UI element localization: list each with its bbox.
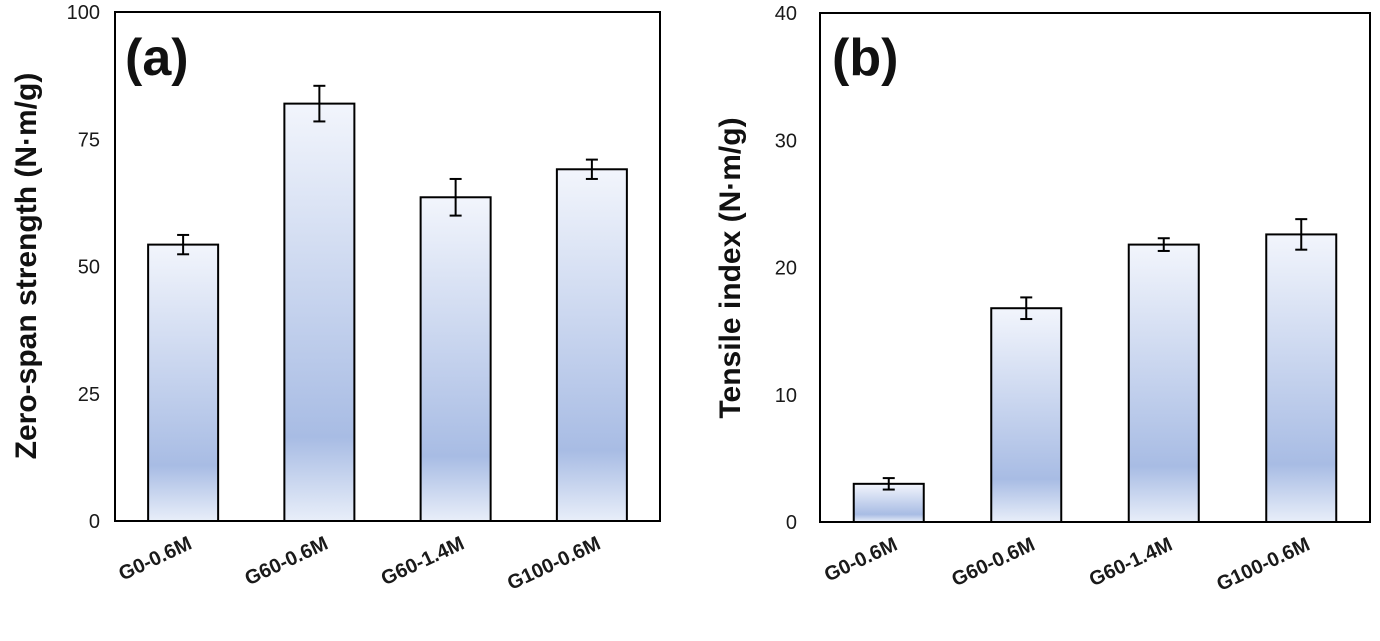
chart-a-x-tick-label: G60-1.4M [378,533,468,591]
chart-b-y-tick-label: 10 [775,385,797,407]
chart-a-bar [555,168,628,522]
chart-a-y-axis-label: Zero-span strength (N·m/g) [10,73,43,460]
chart-a-marks: 0 25 50 75 100 G0-0.6M G60-0.6M G60-1.4M G100-0.… [67,2,628,595]
chart-panel-a: 0 25 50 75 100 G0-0.6M G60-0.6M G60-1.4M G100-0.… [10,2,661,595]
chart-b-x-tick-label: G100-0.6M [1213,534,1313,596]
chart-a-bar [283,102,356,523]
chart-a-panel-label: (a) [125,29,189,87]
chart-b-marks: 0 10 20 30 40 G0-0.6M G60-0.6M G60-1.4M G100-0.6… [775,3,1338,596]
chart-b-y-tick-label: 40 [775,3,797,25]
chart-b-y-tick-label: 30 [775,130,797,152]
chart-b-bar [1265,233,1338,523]
chart-b-bar [1127,243,1200,523]
chart-a-y-tick-label: 0 [89,511,100,533]
chart-a-plot-frame [114,11,661,522]
chart-b-x-tick-label: G60-1.4M [1086,534,1176,592]
chart-b-y-axis-label: Tensile index (N·m/g) [714,117,747,418]
chart-b-plot-frame [819,12,1371,523]
chart-b-panel-label: (b) [832,29,898,87]
chart-b-y-tick-label: 0 [786,512,797,534]
chart-a-y-tick-label: 25 [78,384,100,406]
chart-a-x-tick-label: G60-0.6M [242,533,332,591]
chart-b-x-tick-label: G60-0.6M [948,534,1038,592]
chart-panel-b: 0 10 20 30 40 G0-0.6M G60-0.6M G60-1.4M G100-0.6… [714,3,1371,596]
chart-a-x-tick-label: G100-0.6M [504,533,604,595]
chart-a-bar [147,243,220,522]
chart-a-y-tick-label: 50 [78,257,100,279]
chart-b-x-tick-label: G0-0.6M [821,534,901,587]
chart-a-bar [419,196,492,522]
chart-b-bar [990,307,1063,523]
chart-a-y-tick-label: 75 [78,129,100,151]
chart-b-y-tick-label: 20 [775,258,797,280]
chart-a-x-tick-label: G0-0.6M [115,533,195,586]
chart-a-y-tick-label: 100 [67,2,100,24]
